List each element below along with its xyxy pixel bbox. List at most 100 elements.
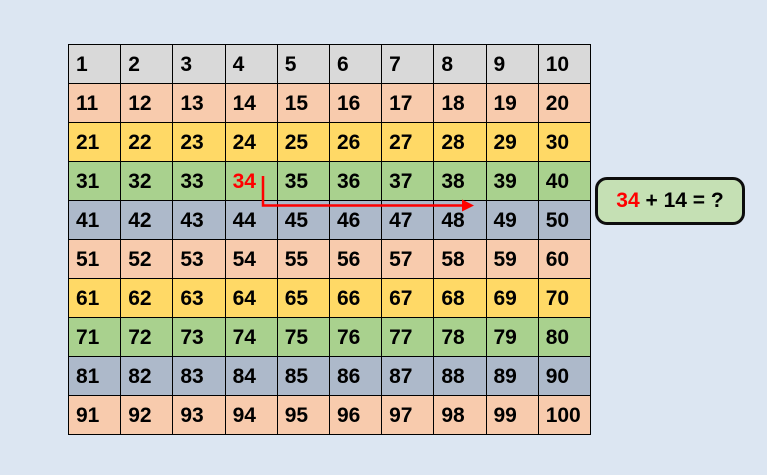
grid-cell: 10 (537, 44, 592, 84)
grid-cell: 64 (224, 278, 278, 318)
grid-cell: 86 (328, 356, 383, 396)
grid-cell: 18 (433, 83, 487, 123)
grid-cell: 55 (276, 239, 330, 279)
grid-cell: 27 (381, 122, 435, 162)
grid-cell: 72 (120, 317, 174, 357)
grid-cell: 2 (120, 44, 174, 84)
grid-cell: 68 (433, 278, 487, 318)
grid-row: 81 82 83 84 85 86 87 88 89 90 (67, 356, 592, 396)
grid-cell: 97 (381, 395, 435, 435)
callout-equation-text: + 14 = ? (639, 189, 724, 212)
grid-cell: 56 (328, 239, 383, 279)
grid-cell: 25 (276, 122, 330, 162)
grid-cell: 15 (276, 83, 330, 123)
grid-cell: 57 (381, 239, 435, 279)
grid-cell: 100 (537, 395, 592, 435)
grid-cell: 98 (433, 395, 487, 435)
callout-question: 34 + 14 = ? (595, 177, 745, 225)
grid-row: 91 92 93 94 95 96 97 98 99 100 (67, 395, 592, 435)
grid-cell: 44 (224, 200, 278, 240)
grid-cell: 70 (537, 278, 592, 318)
grid-cell: 84 (224, 356, 278, 396)
grid-cell: 87 (381, 356, 435, 396)
grid-cell: 46 (328, 200, 383, 240)
grid-cell: 40 (537, 161, 592, 201)
grid-cell: 65 (276, 278, 330, 318)
grid-cell: 91 (67, 395, 122, 435)
grid-cell: 58 (433, 239, 487, 279)
grid-cell: 67 (381, 278, 435, 318)
grid-cell: 66 (328, 278, 383, 318)
grid-cell: 88 (433, 356, 487, 396)
grid-cell: 35 (276, 161, 330, 201)
grid-cell: 50 (537, 200, 592, 240)
grid-cell: 51 (67, 239, 122, 279)
grid-cell: 43 (172, 200, 226, 240)
grid-row: 61 62 63 64 65 66 67 68 69 70 (67, 278, 592, 318)
grid-cell: 14 (224, 83, 278, 123)
grid-cell: 19 (485, 83, 539, 123)
grid-cell: 17 (381, 83, 435, 123)
grid-cell: 23 (172, 122, 226, 162)
grid-cell: 31 (67, 161, 122, 201)
grid-row: 31 32 33 34 35 36 37 38 39 40 (67, 161, 592, 201)
grid-cell: 38 (433, 161, 487, 201)
grid-cell: 74 (224, 317, 278, 357)
grid-cell: 93 (172, 395, 226, 435)
grid-cell: 47 (381, 200, 435, 240)
grid-cell: 9 (485, 44, 539, 84)
grid-row: 51 52 53 54 55 56 57 58 59 60 (67, 239, 592, 279)
grid-cell: 63 (172, 278, 226, 318)
grid-cell: 21 (67, 122, 122, 162)
grid-cell: 4 (224, 44, 278, 84)
grid-cell: 77 (381, 317, 435, 357)
grid-cell: 90 (537, 356, 592, 396)
grid-cell: 36 (328, 161, 383, 201)
callout-highlight-number: 34 (616, 189, 640, 212)
grid-row: 41 42 43 44 45 46 47 48 49 50 (67, 200, 592, 240)
grid-cell: 85 (276, 356, 330, 396)
grid-cell: 79 (485, 317, 539, 357)
grid-cell: 48 (433, 200, 487, 240)
grid-cell: 69 (485, 278, 539, 318)
grid-cell: 89 (485, 356, 539, 396)
grid-cell: 41 (67, 200, 122, 240)
grid-cell: 78 (433, 317, 487, 357)
hundred-chart: 1 2 3 4 5 6 7 8 9 10 11 12 13 14 15 16 17 18 19 20 21 22 23 24 2… (67, 44, 592, 435)
grid-cell: 3 (172, 44, 226, 84)
grid-cell: 11 (67, 83, 122, 123)
grid-cell: 99 (485, 395, 539, 435)
grid-cell: 62 (120, 278, 174, 318)
grid-cell: 61 (67, 278, 122, 318)
grid-cell: 7 (381, 44, 435, 84)
grid-cell: 49 (485, 200, 539, 240)
grid-cell: 92 (120, 395, 174, 435)
grid-cell: 24 (224, 122, 278, 162)
grid-row: 71 72 73 74 75 76 77 78 79 80 (67, 317, 592, 357)
grid-cell: 96 (328, 395, 383, 435)
grid-cell: 32 (120, 161, 174, 201)
grid-cell: 28 (433, 122, 487, 162)
grid-cell: 22 (120, 122, 174, 162)
grid-cell: 81 (67, 356, 122, 396)
grid-cell: 16 (328, 83, 383, 123)
grid-cell: 5 (276, 44, 330, 84)
grid-cell: 37 (381, 161, 435, 201)
grid-row: 11 12 13 14 15 16 17 18 19 20 (67, 83, 592, 123)
grid-cell: 95 (276, 395, 330, 435)
grid-cell: 60 (537, 239, 592, 279)
grid-cell: 76 (328, 317, 383, 357)
grid-cell: 29 (485, 122, 539, 162)
grid-cell: 53 (172, 239, 226, 279)
grid-cell: 80 (537, 317, 592, 357)
grid-cell: 8 (433, 44, 487, 84)
grid-cell: 52 (120, 239, 174, 279)
grid-cell-highlighted: 34 (224, 161, 278, 201)
grid-cell: 6 (328, 44, 383, 84)
grid-cell: 59 (485, 239, 539, 279)
grid-cell: 42 (120, 200, 174, 240)
grid-cell: 33 (172, 161, 226, 201)
grid-cell: 12 (120, 83, 174, 123)
grid-cell: 54 (224, 239, 278, 279)
